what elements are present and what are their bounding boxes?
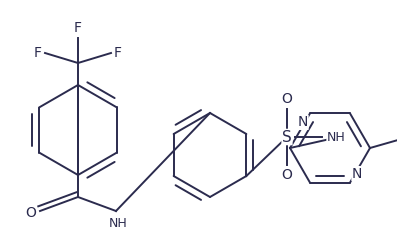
Text: F: F	[74, 21, 82, 35]
Text: O: O	[25, 206, 36, 220]
Text: NH: NH	[109, 217, 127, 230]
Text: S: S	[282, 129, 292, 144]
Text: NH: NH	[327, 130, 346, 144]
Text: N: N	[298, 115, 308, 129]
Text: F: F	[114, 46, 122, 60]
Text: O: O	[281, 168, 293, 182]
Text: F: F	[34, 46, 42, 60]
Text: N: N	[352, 167, 362, 181]
Text: O: O	[281, 92, 293, 106]
